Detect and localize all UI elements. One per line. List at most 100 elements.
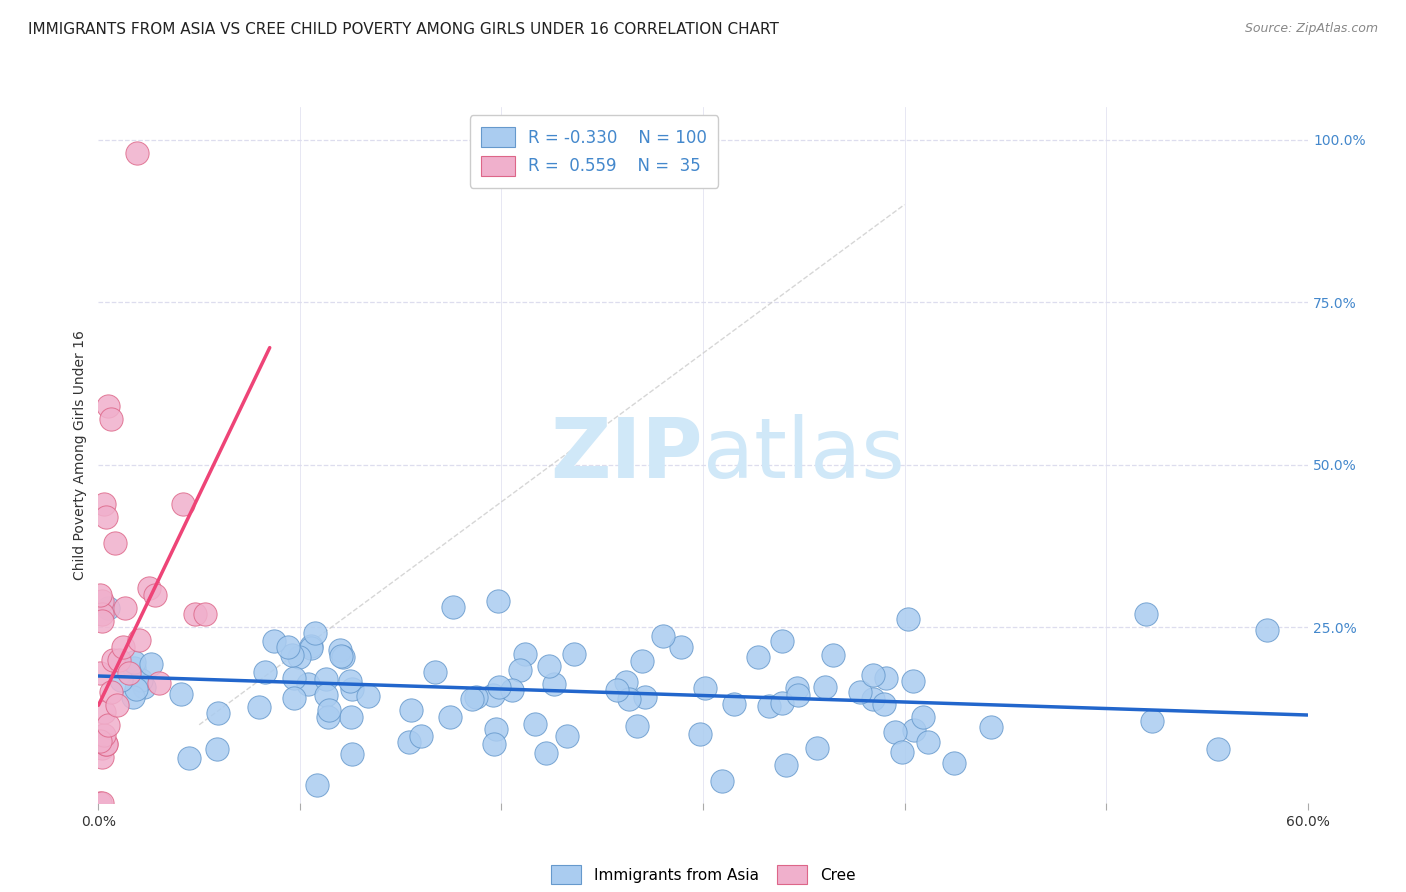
Point <box>297 677 319 691</box>
Point <box>671 640 693 655</box>
Point <box>107 653 129 667</box>
Point <box>399 703 422 717</box>
Point <box>775 757 797 772</box>
Point <box>485 722 508 736</box>
Point <box>207 706 229 720</box>
Point <box>332 650 354 665</box>
Text: atlas: atlas <box>703 415 904 495</box>
Point <box>247 700 270 714</box>
Point <box>93 727 115 741</box>
Point <box>1142 714 1164 728</box>
Point <box>139 657 162 671</box>
Point <box>114 600 136 615</box>
Point <box>100 412 122 426</box>
Legend: Immigrants from Asia, Cree: Immigrants from Asia, Cree <box>544 859 862 890</box>
Point <box>606 682 628 697</box>
Point <box>263 634 285 648</box>
Point <box>91 750 114 764</box>
Point <box>537 658 560 673</box>
Point <box>770 696 793 710</box>
Point <box>340 682 363 697</box>
Point <box>148 675 170 690</box>
Point <box>872 697 894 711</box>
Point <box>205 742 228 756</box>
Point <box>501 682 523 697</box>
Point <box>96 509 118 524</box>
Point <box>96 737 118 751</box>
Point <box>316 710 339 724</box>
Point <box>96 737 118 751</box>
Point <box>125 682 148 697</box>
Point <box>172 497 194 511</box>
Point <box>488 680 510 694</box>
Point <box>283 690 305 705</box>
Point <box>980 720 1002 734</box>
Point <box>170 687 193 701</box>
Point <box>617 691 640 706</box>
Point <box>89 734 111 748</box>
Point <box>523 717 546 731</box>
Point <box>89 588 111 602</box>
Point <box>883 724 905 739</box>
Point <box>942 756 965 770</box>
Point <box>903 723 925 738</box>
Text: Source: ZipAtlas.com: Source: ZipAtlas.com <box>1244 22 1378 36</box>
Point <box>138 581 160 595</box>
Point <box>340 747 363 761</box>
Point <box>786 688 808 702</box>
Point <box>97 399 120 413</box>
Point <box>97 600 120 615</box>
Point <box>91 796 114 810</box>
Point <box>318 703 340 717</box>
Point <box>461 692 484 706</box>
Point <box>848 685 870 699</box>
Point <box>912 710 935 724</box>
Point <box>711 773 734 788</box>
Point <box>543 677 565 691</box>
Point <box>630 654 652 668</box>
Point <box>758 698 780 713</box>
Text: ZIP: ZIP <box>551 415 703 495</box>
Point <box>723 697 745 711</box>
Point <box>357 689 380 703</box>
Point <box>89 796 111 810</box>
Point <box>281 648 304 662</box>
Point <box>555 729 578 743</box>
Point <box>486 594 509 608</box>
Point <box>1206 741 1229 756</box>
Point <box>652 629 675 643</box>
Point <box>177 751 200 765</box>
Point <box>481 688 503 702</box>
Point <box>91 740 114 755</box>
Point <box>890 745 912 759</box>
Point <box>97 718 120 732</box>
Point <box>277 640 299 654</box>
Point <box>91 614 114 628</box>
Point <box>91 594 114 608</box>
Point <box>315 672 337 686</box>
Point <box>93 497 115 511</box>
Point <box>315 688 337 702</box>
Point <box>121 690 143 705</box>
Point <box>770 633 793 648</box>
Point <box>513 647 536 661</box>
Point <box>398 735 420 749</box>
Point <box>875 671 897 685</box>
Point <box>304 626 326 640</box>
Point <box>329 643 352 657</box>
Point <box>131 673 153 688</box>
Point <box>254 665 277 680</box>
Point <box>562 648 585 662</box>
Point <box>509 663 531 677</box>
Point <box>862 668 884 682</box>
Point <box>103 535 125 549</box>
Point <box>299 639 322 653</box>
Point <box>917 735 939 749</box>
Point <box>132 680 155 694</box>
Point <box>283 671 305 685</box>
Point <box>143 588 166 602</box>
Point <box>91 607 114 622</box>
Point <box>1256 624 1278 638</box>
Point <box>184 607 207 622</box>
Point <box>626 719 648 733</box>
